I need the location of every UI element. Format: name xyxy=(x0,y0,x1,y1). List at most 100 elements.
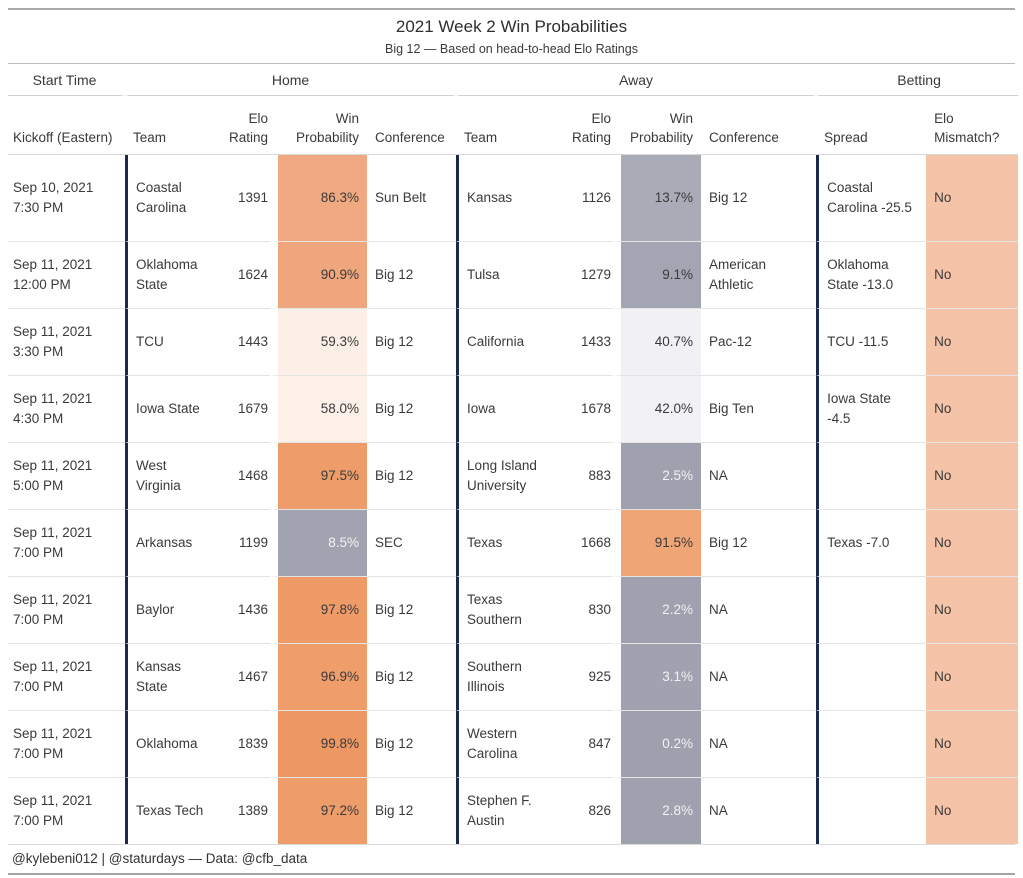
home-elo-cell: 1199 xyxy=(210,509,270,576)
page-subtitle: Big 12 — Based on head-to-head Elo Ratin… xyxy=(385,42,638,56)
elo-mismatch-cell: No xyxy=(926,241,1019,308)
home-win-prob-cell: 86.3% xyxy=(270,155,367,241)
spread-cell xyxy=(816,643,927,710)
game-row: Sep 11, 2021 3:30 PM TCU 1443 59.3% Big … xyxy=(8,308,1019,375)
home-conference-cell: SEC xyxy=(367,509,457,576)
attribution-footer: @kylebeni012 | @staturdays — Data: @cfb_… xyxy=(12,851,308,866)
game-row: Sep 11, 2021 7:00 PM Kansas State 1467 9… xyxy=(8,643,1019,710)
game-row: Sep 10, 2021 7:30 PM Coastal Carolina 13… xyxy=(8,155,1019,241)
col-home-elo: Elo Rating xyxy=(210,96,270,155)
elo-mismatch-cell: No xyxy=(926,710,1019,777)
game-row: Sep 11, 2021 5:00 PM West Virginia 1468 … xyxy=(8,442,1019,509)
home-team-cell: West Virginia xyxy=(125,442,210,509)
away-win-prob-cell: 42.0% xyxy=(613,375,702,442)
game-row: Sep 11, 2021 7:00 PM Baylor 1436 97.8% B… xyxy=(8,576,1019,643)
away-team-cell: Southern Illinois xyxy=(456,643,554,710)
away-team-cell: Texas Southern xyxy=(456,576,554,643)
away-conference-cell: NA xyxy=(701,576,817,643)
home-win-prob-cell: 96.9% xyxy=(270,643,367,710)
away-elo-cell: 1433 xyxy=(553,308,614,375)
group-away: Away xyxy=(456,64,817,96)
spread-cell: TCU -11.5 xyxy=(816,308,927,375)
home-elo-cell: 1391 xyxy=(237,189,268,205)
top-rule xyxy=(8,8,1015,10)
home-team-cell: Arkansas xyxy=(125,509,210,576)
table-bottom-rule xyxy=(8,844,1015,845)
column-header-row: Kickoff (Eastern) Team Elo Rating Win Pr… xyxy=(8,96,1019,155)
kickoff-cell: Sep 11, 2021 7:00 PM xyxy=(8,777,125,844)
kickoff-cell: Sep 11, 2021 7:00 PM xyxy=(8,710,125,777)
elo-mismatch-cell: No xyxy=(926,777,1019,844)
col-away-conference: Conference xyxy=(701,96,817,155)
group-start-time: Start Time xyxy=(8,64,125,96)
away-team-cell: Long Island University xyxy=(456,442,554,509)
home-conference-cell: Big 12 xyxy=(367,710,457,777)
spread-cell: Texas -7.0 xyxy=(816,509,927,576)
away-elo-cell: 1668 xyxy=(553,509,614,576)
home-win-prob-cell: 97.5% xyxy=(270,442,367,509)
group-home: Home xyxy=(125,64,457,96)
game-row: Sep 11, 2021 7:00 PM Texas Tech 1389 97.… xyxy=(8,777,1019,844)
away-conference-cell: Pac-12 xyxy=(701,308,817,375)
home-win-prob-cell: 58.0% xyxy=(270,375,367,442)
col-elo-mismatch: Elo Mismatch? xyxy=(926,96,1019,155)
away-elo-cell: 830 xyxy=(553,576,614,643)
elo-mismatch-cell: No xyxy=(926,155,1019,241)
home-win-prob-cell: 8.5% xyxy=(270,509,367,576)
home-win-prob-cell: 97.8% xyxy=(270,576,367,643)
col-kickoff: Kickoff (Eastern) xyxy=(8,96,125,155)
elo-mismatch-cell: No xyxy=(926,442,1019,509)
home-team-cell: TCU xyxy=(125,308,210,375)
away-elo-cell: 1678 xyxy=(553,375,614,442)
kickoff-cell: Sep 10, 2021 7:30 PM xyxy=(13,179,94,215)
away-win-prob-cell: 9.1% xyxy=(613,241,702,308)
away-elo-cell: 925 xyxy=(553,643,614,710)
spread-cell xyxy=(816,576,927,643)
away-elo-cell: 1126 xyxy=(582,189,612,205)
away-win-prob-cell: 40.7% xyxy=(613,308,702,375)
spread-cell xyxy=(816,442,927,509)
away-win-prob-cell: 2.2% xyxy=(613,576,702,643)
col-home-win-prob: Win Probability xyxy=(270,96,367,155)
away-elo-cell: 847 xyxy=(553,710,614,777)
home-conference-cell: Big 12 xyxy=(367,241,457,308)
home-team-cell: Texas Tech xyxy=(125,777,210,844)
home-win-prob-cell: 99.8% xyxy=(270,710,367,777)
away-win-prob-cell: 0.2% xyxy=(613,710,702,777)
home-elo-cell: 1624 xyxy=(210,241,270,308)
away-conference-cell: Big 12 xyxy=(701,509,817,576)
home-conference-cell: Sun Belt xyxy=(375,189,427,205)
away-win-prob-cell: 13.7% xyxy=(613,155,702,241)
away-conference-cell: Big 12 xyxy=(709,189,748,205)
kickoff-cell: Sep 11, 2021 7:00 PM xyxy=(8,509,125,576)
col-spread: Spread xyxy=(816,96,927,155)
spread-cell: Coastal Carolina -25.5 xyxy=(816,155,926,241)
home-elo-cell: 1839 xyxy=(210,710,270,777)
spread-cell xyxy=(816,710,927,777)
home-elo-cell: 1468 xyxy=(210,442,270,509)
home-conference-cell: Big 12 xyxy=(367,442,457,509)
home-win-prob-cell: 97.2% xyxy=(270,777,367,844)
kickoff-cell: Sep 11, 2021 4:30 PM xyxy=(8,375,125,442)
away-win-prob-cell: 91.5% xyxy=(613,509,702,576)
away-team-cell: Texas xyxy=(456,509,554,576)
group-betting: Betting xyxy=(816,64,1019,96)
away-conference-cell: NA xyxy=(701,442,817,509)
away-win-prob-cell: 2.5% xyxy=(613,442,702,509)
away-team-cell: Stephen F. Austin xyxy=(456,777,554,844)
games-body: Sep 10, 2021 7:30 PM Coastal Carolina 13… xyxy=(8,155,1019,844)
away-team-cell: Western Carolina xyxy=(456,710,554,777)
home-elo-cell: 1467 xyxy=(210,643,270,710)
away-team-cell: Kansas xyxy=(456,155,553,241)
kickoff-cell: Sep 11, 2021 7:00 PM xyxy=(8,576,125,643)
home-win-prob-cell: 90.9% xyxy=(270,241,367,308)
away-conference-cell: Big Ten xyxy=(701,375,817,442)
away-conference-cell: NA xyxy=(701,710,817,777)
away-win-prob-cell: 3.1% xyxy=(613,643,702,710)
spread-cell: Iowa State -4.5 xyxy=(816,375,927,442)
home-elo-cell: 1443 xyxy=(210,308,270,375)
away-elo-cell: 883 xyxy=(553,442,614,509)
home-conference-cell: Big 12 xyxy=(367,643,457,710)
win-probability-table: 2021 Week 2 Win Probabilities Big 12 — B… xyxy=(0,8,1023,875)
home-team-cell: Kansas State xyxy=(125,643,210,710)
